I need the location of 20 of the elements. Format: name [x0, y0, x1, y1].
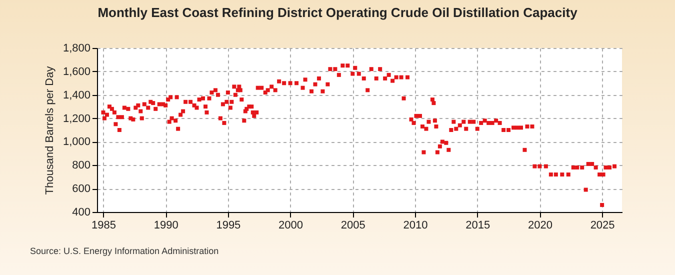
x-tick-label: 2015 — [466, 220, 490, 232]
y-tick-label: 800 — [72, 160, 90, 172]
x-tick-label: 2020 — [528, 220, 552, 232]
y-axis-title: Thousand Barrels per Day — [44, 66, 56, 195]
chart-title: Monthly East Coast Refining District Operating Crude Oil Distillation Capacity — [98, 5, 578, 20]
y-tick-label: 1,200 — [62, 112, 90, 125]
y-tick-label: 400 — [72, 206, 90, 218]
x-tick-label: 2005 — [340, 220, 366, 232]
y-tick-label: 600 — [72, 183, 90, 196]
x-tick-label: 2010 — [403, 220, 428, 232]
x-tick-label: 2000 — [278, 220, 304, 232]
source-note: Source: U.S. Energy Information Administration — [30, 246, 219, 256]
x-tick-label: 1995 — [216, 220, 241, 232]
y-tick-label: 1,800 — [62, 42, 90, 54]
x-tick-label: 1985 — [91, 220, 116, 232]
x-tick-label: 2025 — [590, 220, 615, 232]
x-tick-label: 1990 — [154, 220, 178, 232]
y-tick-label: 1,400 — [62, 89, 90, 102]
y-tick-label: 1,600 — [62, 66, 90, 78]
y-tick-label: 1,000 — [62, 136, 90, 148]
